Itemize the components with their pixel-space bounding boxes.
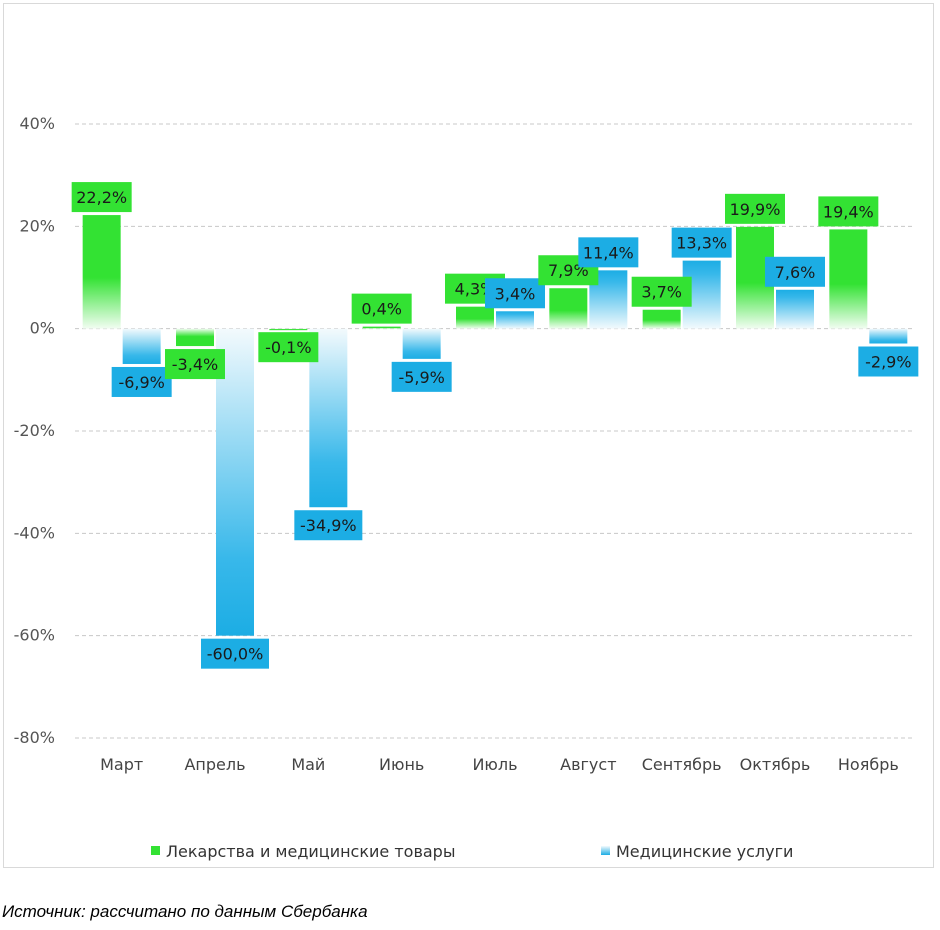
bar-medicines-6 bbox=[549, 288, 588, 329]
data-label-box bbox=[818, 196, 879, 227]
bar-medicines-1 bbox=[82, 215, 121, 329]
x-tick-label: Сентябрь bbox=[642, 755, 722, 774]
label-medicines-2: -3,4% bbox=[165, 349, 225, 380]
data-label-box bbox=[201, 638, 269, 669]
label-medicines-4: 0,4% bbox=[351, 293, 412, 324]
data-label-text: -0,1% bbox=[265, 338, 311, 357]
bar-medicines-3 bbox=[269, 328, 308, 331]
x-tick-label: Октябрь bbox=[740, 755, 811, 774]
y-tick-label: 40% bbox=[19, 114, 55, 133]
data-label-box bbox=[258, 332, 319, 363]
y-tick-label: -80% bbox=[14, 728, 55, 747]
data-label-text: 11,4% bbox=[583, 243, 634, 262]
data-label-box bbox=[71, 182, 132, 213]
data-label-box bbox=[294, 510, 363, 541]
chart-frame bbox=[3, 3, 934, 868]
data-label-text: -6,9% bbox=[118, 373, 164, 392]
data-label-text: -2,9% bbox=[865, 353, 911, 372]
data-label-text: 19,9% bbox=[730, 200, 781, 219]
x-tick-label: Июль bbox=[472, 755, 517, 774]
bar-medicines-7 bbox=[642, 309, 681, 329]
label-medicines-8: 19,9% bbox=[725, 193, 785, 224]
data-label-box bbox=[578, 237, 639, 268]
data-label-text: 0,4% bbox=[361, 300, 402, 319]
data-label-text: 13,3% bbox=[676, 234, 727, 253]
label-medicines-1: 22,2% bbox=[71, 182, 132, 213]
y-tick-label: 20% bbox=[19, 216, 55, 235]
gridlines bbox=[75, 123, 915, 739]
data-label-text: -5,9% bbox=[398, 368, 444, 387]
data-label-box bbox=[485, 278, 545, 309]
data-label-box bbox=[631, 276, 692, 307]
data-label-box bbox=[671, 227, 732, 258]
data-label-text: 19,4% bbox=[823, 202, 874, 221]
data-label-box bbox=[725, 193, 785, 224]
data-label-text: 3,7% bbox=[641, 283, 682, 302]
bar-services-2 bbox=[216, 328, 254, 636]
y-tick-label: -40% bbox=[14, 523, 55, 542]
bar-services-9 bbox=[869, 328, 908, 344]
bar-medicines-5 bbox=[456, 306, 494, 329]
x-axis-ticks: Март Апрель Май Июнь Июль Август Сентябрь Октяб… bbox=[100, 755, 899, 774]
bar-medicines-4 bbox=[362, 326, 401, 329]
data-label-box bbox=[391, 361, 452, 392]
y-tick-label: -60% bbox=[14, 626, 55, 645]
y-axis-ticks: 40% 20% 0% -20% -40% -60% -80% bbox=[14, 114, 55, 747]
x-tick-label: Март bbox=[100, 755, 143, 774]
x-tick-label: Июнь bbox=[379, 755, 424, 774]
label-services-6: 11,4% bbox=[578, 237, 639, 268]
legend-label-services: Медицинские услуги bbox=[616, 842, 793, 861]
x-tick-label: Апрель bbox=[184, 755, 245, 774]
label-services-2: -60,0% bbox=[201, 638, 269, 669]
data-label-box bbox=[165, 349, 225, 380]
data-label-text: -3,4% bbox=[172, 355, 218, 374]
bar-services-5 bbox=[496, 311, 534, 329]
label-services-7: 13,3% bbox=[671, 227, 732, 258]
legend-label-medicines: Лекарства и медицинские товары bbox=[166, 842, 455, 861]
label-services-8: 7,6% bbox=[765, 256, 825, 287]
label-medicines-9: 19,4% bbox=[818, 196, 879, 227]
label-medicines-3: -0,1% bbox=[258, 332, 319, 363]
data-label-box bbox=[111, 366, 172, 397]
source-note: Источник: рассчитано по данным Сбербанка bbox=[2, 902, 368, 921]
legend-swatch-medicines bbox=[151, 846, 160, 855]
label-services-1: -6,9% bbox=[111, 366, 172, 397]
bar-services-4 bbox=[402, 328, 441, 359]
data-label-box bbox=[351, 293, 412, 324]
label-services-4: -5,9% bbox=[391, 361, 452, 392]
chart: 40% 20% 0% -20% -40% -60% -80% 22,2% -6,9% -3,4%… bbox=[14, 114, 919, 861]
bar-medicines-2 bbox=[176, 328, 214, 347]
data-label-text: -34,9% bbox=[300, 516, 357, 535]
bar-services-1 bbox=[122, 328, 161, 364]
data-label-box bbox=[858, 346, 919, 377]
data-label-text: 22,2% bbox=[76, 188, 127, 207]
data-label-text: 3,4% bbox=[495, 284, 536, 303]
label-services-9: -2,9% bbox=[858, 346, 919, 377]
legend: Лекарства и медицинские товары Медицинск… bbox=[151, 842, 793, 861]
bar-services-8 bbox=[776, 289, 814, 329]
data-label-box bbox=[765, 256, 825, 287]
label-services-5: 3,4% bbox=[485, 278, 545, 309]
legend-swatch-services bbox=[601, 846, 610, 855]
data-label-text: -60,0% bbox=[207, 645, 264, 664]
bar-medicines-9 bbox=[829, 229, 868, 329]
y-tick-label: -20% bbox=[14, 421, 55, 440]
y-tick-label: 0% bbox=[30, 319, 55, 338]
x-tick-label: Август bbox=[560, 755, 616, 774]
label-medicines-7: 3,7% bbox=[631, 276, 692, 307]
x-tick-label: Май bbox=[291, 755, 325, 774]
bars bbox=[82, 215, 908, 636]
label-services-3: -34,9% bbox=[294, 510, 363, 541]
data-labels: 22,2% -6,9% -3,4% -60,0% -0,1% -34,9% 0,4% -5,9… bbox=[71, 182, 919, 669]
x-tick-label: Ноябрь bbox=[838, 755, 899, 774]
data-label-text: 7,6% bbox=[775, 263, 816, 282]
